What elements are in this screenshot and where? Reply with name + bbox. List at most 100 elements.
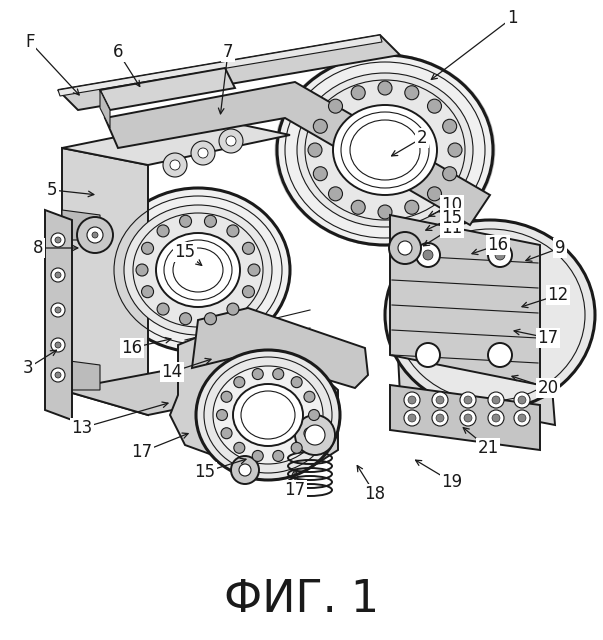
Polygon shape — [62, 118, 290, 165]
Circle shape — [51, 338, 65, 352]
Circle shape — [405, 200, 419, 214]
Ellipse shape — [196, 350, 340, 480]
Circle shape — [495, 250, 505, 260]
Circle shape — [404, 392, 420, 408]
Circle shape — [404, 410, 420, 426]
Text: 17: 17 — [537, 329, 558, 347]
Circle shape — [448, 143, 462, 157]
Circle shape — [242, 243, 254, 254]
Ellipse shape — [275, 54, 495, 246]
Text: 17: 17 — [131, 443, 153, 461]
Ellipse shape — [333, 105, 437, 195]
Circle shape — [408, 396, 416, 404]
Circle shape — [136, 264, 148, 276]
Circle shape — [423, 250, 433, 260]
Circle shape — [314, 167, 327, 180]
Circle shape — [329, 99, 343, 113]
Ellipse shape — [475, 301, 505, 329]
Text: 14: 14 — [162, 363, 183, 381]
Circle shape — [87, 227, 103, 243]
Circle shape — [55, 272, 61, 278]
Circle shape — [234, 377, 245, 388]
Circle shape — [329, 187, 343, 201]
Ellipse shape — [276, 54, 494, 245]
Circle shape — [55, 342, 61, 348]
Circle shape — [92, 232, 98, 238]
Text: 20: 20 — [537, 379, 558, 397]
Circle shape — [518, 396, 526, 404]
Text: 9: 9 — [555, 239, 565, 257]
Circle shape — [309, 410, 320, 420]
Circle shape — [314, 119, 327, 133]
Polygon shape — [100, 68, 235, 110]
Ellipse shape — [277, 55, 493, 245]
Text: F: F — [25, 33, 35, 51]
Polygon shape — [58, 35, 382, 96]
Ellipse shape — [156, 233, 240, 307]
Polygon shape — [390, 215, 540, 385]
Circle shape — [351, 86, 365, 100]
Circle shape — [416, 343, 440, 367]
Circle shape — [221, 428, 232, 439]
Circle shape — [518, 414, 526, 422]
Circle shape — [488, 410, 504, 426]
Text: 16: 16 — [121, 339, 142, 357]
Circle shape — [77, 217, 113, 253]
Circle shape — [51, 233, 65, 247]
Ellipse shape — [276, 54, 494, 246]
Circle shape — [398, 241, 412, 255]
Polygon shape — [170, 330, 338, 468]
Circle shape — [304, 391, 315, 403]
Circle shape — [55, 307, 61, 313]
Circle shape — [305, 425, 325, 445]
Circle shape — [488, 392, 504, 408]
Polygon shape — [105, 82, 490, 225]
Circle shape — [242, 285, 254, 298]
Circle shape — [170, 160, 180, 170]
Circle shape — [428, 99, 441, 113]
Polygon shape — [390, 385, 540, 450]
Circle shape — [239, 464, 251, 476]
Circle shape — [226, 136, 236, 146]
Circle shape — [514, 410, 530, 426]
Circle shape — [408, 414, 416, 422]
Circle shape — [51, 368, 65, 382]
Circle shape — [464, 414, 472, 422]
Circle shape — [443, 167, 456, 180]
Circle shape — [227, 225, 239, 237]
Ellipse shape — [276, 54, 494, 246]
Text: 1: 1 — [507, 9, 517, 27]
Circle shape — [191, 141, 215, 165]
Polygon shape — [62, 210, 100, 240]
Polygon shape — [62, 360, 100, 390]
Circle shape — [221, 391, 232, 403]
Ellipse shape — [276, 54, 494, 246]
Circle shape — [436, 414, 444, 422]
Circle shape — [443, 119, 456, 133]
Circle shape — [180, 215, 192, 227]
Circle shape — [492, 396, 500, 404]
Circle shape — [204, 313, 216, 324]
Text: 15: 15 — [441, 209, 463, 227]
Polygon shape — [62, 148, 148, 415]
Circle shape — [157, 303, 169, 315]
Ellipse shape — [233, 384, 303, 446]
Circle shape — [157, 225, 169, 237]
Text: 5: 5 — [47, 181, 57, 199]
Circle shape — [51, 303, 65, 317]
Text: 7: 7 — [223, 43, 233, 61]
Text: 15: 15 — [194, 463, 215, 481]
Circle shape — [234, 442, 245, 453]
Circle shape — [142, 243, 154, 254]
Circle shape — [389, 232, 421, 264]
Ellipse shape — [173, 248, 223, 292]
Text: 17: 17 — [285, 481, 306, 499]
Polygon shape — [62, 362, 295, 415]
Circle shape — [428, 187, 441, 201]
Polygon shape — [390, 200, 555, 425]
Circle shape — [460, 392, 476, 408]
Text: 3: 3 — [23, 359, 33, 377]
Circle shape — [464, 396, 472, 404]
Text: ФИГ. 1: ФИГ. 1 — [224, 579, 379, 621]
Text: 18: 18 — [364, 485, 385, 503]
